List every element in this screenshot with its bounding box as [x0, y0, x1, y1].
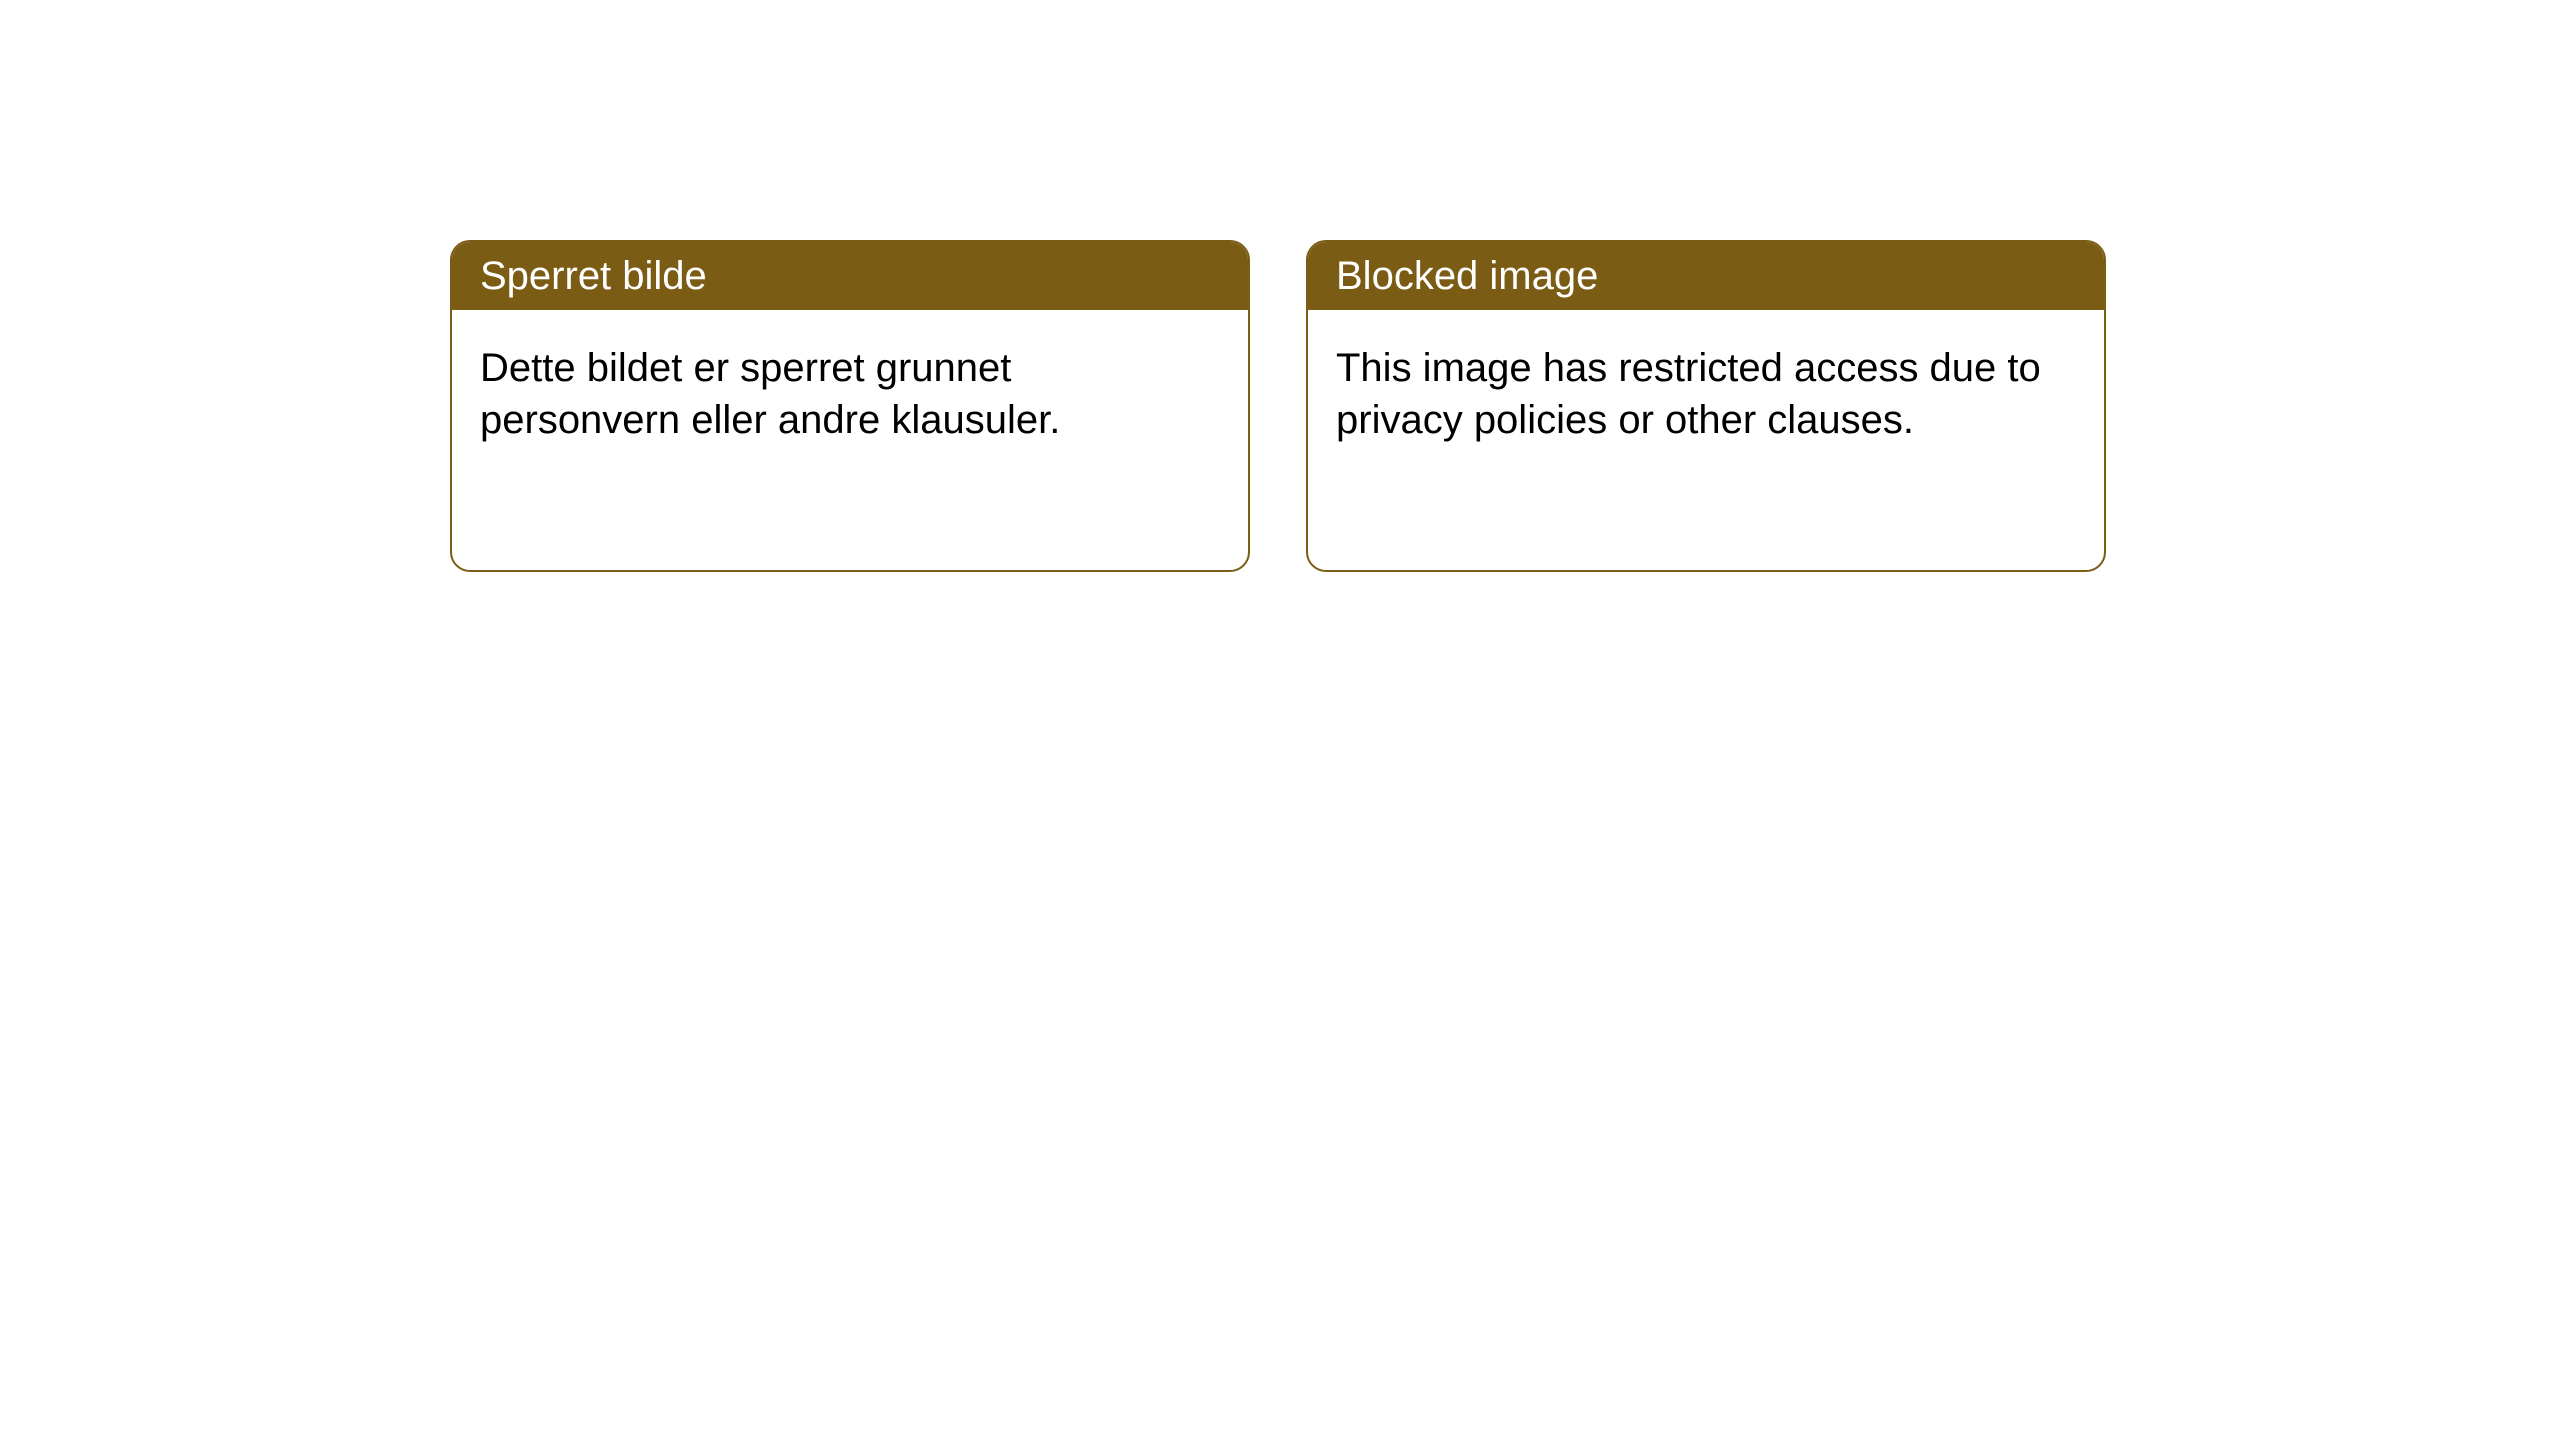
- notice-body-text: Dette bildet er sperret grunnet personve…: [480, 346, 1060, 442]
- notice-body: Dette bildet er sperret grunnet personve…: [452, 310, 1248, 478]
- notice-container: Sperret bilde Dette bildet er sperret gr…: [450, 240, 2106, 572]
- notice-body: This image has restricted access due to …: [1308, 310, 2104, 478]
- notice-body-text: This image has restricted access due to …: [1336, 346, 2041, 442]
- notice-header: Sperret bilde: [452, 242, 1248, 310]
- notice-box-norwegian: Sperret bilde Dette bildet er sperret gr…: [450, 240, 1250, 572]
- notice-box-english: Blocked image This image has restricted …: [1306, 240, 2106, 572]
- notice-title: Sperret bilde: [480, 254, 707, 298]
- notice-header: Blocked image: [1308, 242, 2104, 310]
- notice-title: Blocked image: [1336, 254, 1598, 298]
